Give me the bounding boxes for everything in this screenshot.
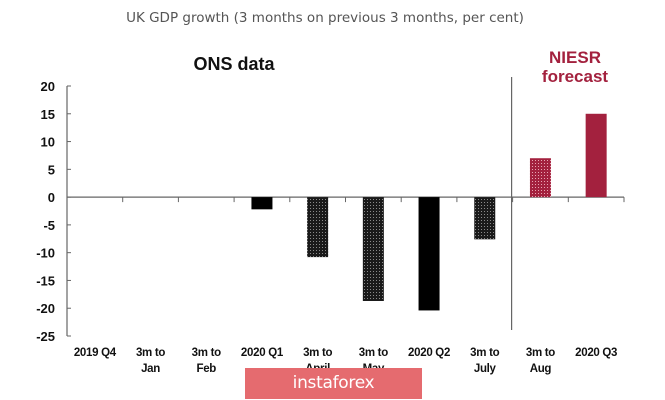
niesr-label-line2: forecast — [542, 67, 608, 86]
niesr-label-line1: NIESR — [549, 48, 601, 67]
bar — [585, 113, 607, 198]
x-tick-label: 3m to — [136, 347, 165, 359]
x-tick-label: 3m to — [192, 347, 221, 359]
bar — [251, 197, 273, 210]
x-tick-label: Jan — [141, 363, 160, 375]
bars — [251, 113, 607, 311]
x-tick-label: 2019 Q4 — [74, 347, 117, 359]
y-tick-label: -20 — [36, 301, 55, 316]
x-tick-label: Feb — [196, 363, 216, 375]
y-tick-label: 20 — [41, 79, 55, 94]
x-tick-label: 3m to — [359, 347, 388, 359]
ons-data-label: ONS data — [193, 54, 275, 74]
y-tick-label: -15 — [36, 273, 55, 288]
x-tick-label: Aug — [530, 363, 552, 375]
y-tick-labels: 20 15 10 5 0 -5 -10 -15 -20 -25 — [36, 79, 55, 344]
instaforex-watermark: instaforex — [245, 368, 422, 399]
axes — [66, 77, 625, 337]
y-tick-label: -5 — [43, 218, 55, 233]
bar — [474, 197, 496, 240]
x-tick-label: July — [474, 363, 497, 375]
y-tick-label: -10 — [36, 246, 55, 261]
bar — [307, 197, 329, 258]
x-tick-label: 2020 Q1 — [241, 347, 284, 359]
bar — [529, 158, 551, 198]
y-tick-label: 15 — [41, 107, 55, 122]
bar — [362, 197, 384, 301]
bar — [418, 197, 440, 311]
x-tick-label: 2020 Q2 — [408, 347, 450, 359]
x-tick-label: 3m to — [470, 347, 499, 359]
x-tick-label: 2020 Q3 — [575, 347, 617, 359]
y-tick-label: 5 — [48, 162, 55, 177]
y-tick-label: 0 — [48, 190, 55, 205]
y-tick-label: 10 — [41, 135, 55, 150]
chart-title: UK GDP growth (3 months on previous 3 mo… — [126, 10, 524, 26]
x-tick-label: 3m to — [303, 347, 332, 359]
y-tick-label: -25 — [36, 329, 55, 344]
x-tick-label: 3m to — [526, 347, 555, 359]
